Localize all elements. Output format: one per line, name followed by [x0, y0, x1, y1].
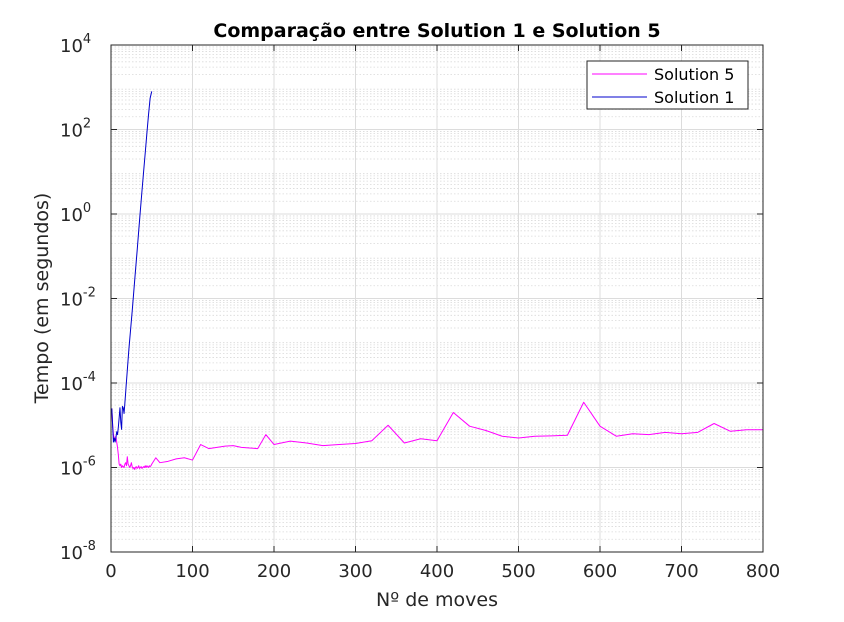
y-tick-label: 10-8 — [60, 539, 96, 564]
series-line-solution-5 — [111, 401, 763, 470]
y-axis-label: Tempo (em segundos) — [31, 193, 53, 405]
x-tick-label: 800 — [746, 561, 780, 582]
y-tick-label: 102 — [60, 117, 91, 142]
x-tick-label: 0 — [105, 561, 116, 582]
x-tick-label: 500 — [501, 561, 535, 582]
legend-box — [586, 60, 749, 110]
x-tick-label: 600 — [583, 561, 617, 582]
chart-title: Comparação entre Solution 1 e Solution 5 — [213, 20, 660, 42]
x-tick-label: 300 — [338, 561, 372, 582]
y-tick-label: 104 — [60, 32, 91, 57]
legend-label-solution-1: Solution 1 — [654, 88, 734, 107]
x-tick-label: 200 — [257, 561, 291, 582]
legend-label-solution-5: Solution 5 — [654, 65, 734, 84]
y-tick-label: 10-6 — [60, 455, 96, 480]
x-axis-label: Nº de moves — [376, 589, 498, 611]
y-tick-label: 100 — [60, 201, 91, 226]
x-tick-label: 100 — [175, 561, 209, 582]
y-tick-label: 10-4 — [60, 370, 96, 395]
legend: Solution 5 Solution 1 — [586, 60, 749, 110]
series-line-solution-1 — [111, 91, 153, 443]
x-tick-label: 400 — [420, 561, 454, 582]
y-tick-labels: 10-8 10-6 10-4 10-2 100 102 104 — [60, 32, 96, 564]
series-layer — [111, 91, 763, 470]
y-tick-label: 10-2 — [60, 286, 96, 311]
x-tick-label: 700 — [664, 561, 698, 582]
x-tick-labels: 0 100 200 300 400 500 600 700 800 — [105, 561, 780, 582]
axis-ticks — [110, 44, 764, 553]
